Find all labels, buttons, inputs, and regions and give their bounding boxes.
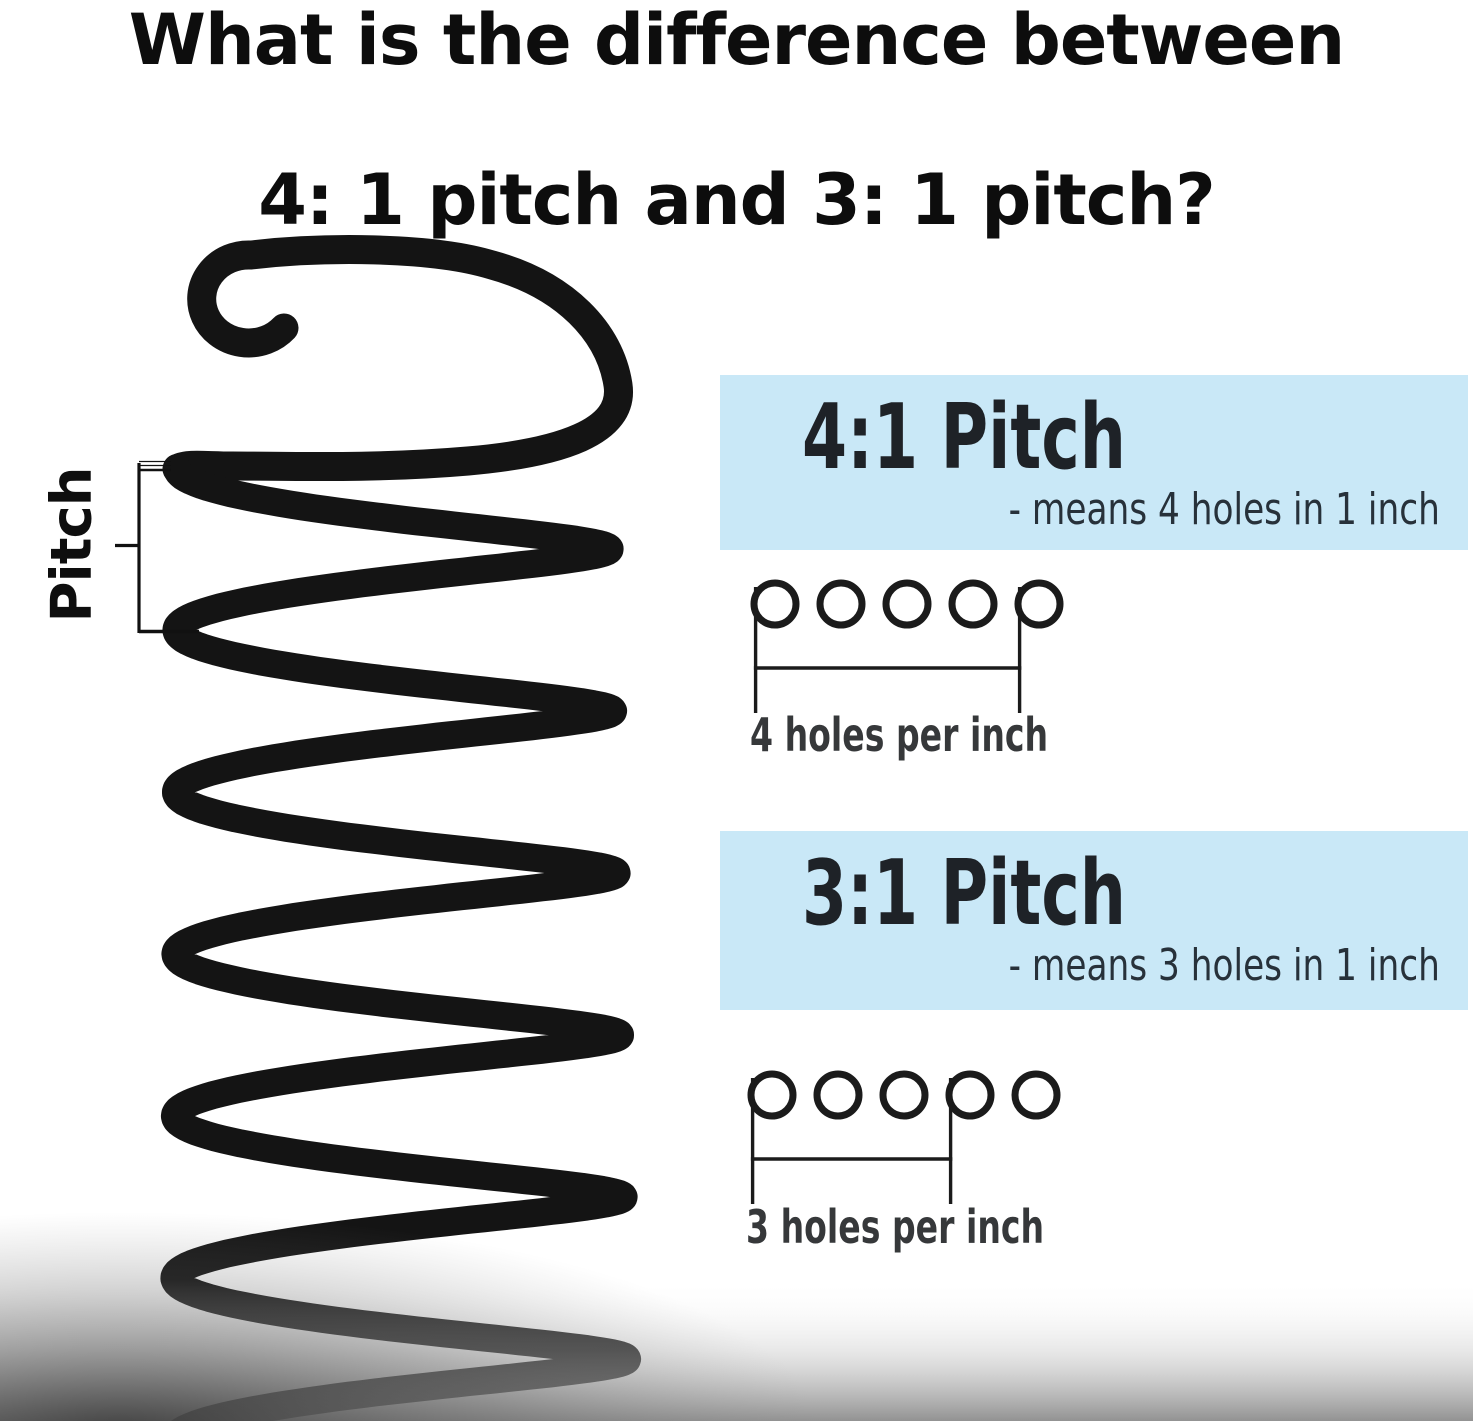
hole-circle <box>813 1070 863 1120</box>
hole-circle <box>750 579 800 629</box>
hole-circle <box>945 1070 995 1120</box>
pitch-3-1-box: 3:1 Pitch - means 3 holes in 1 inch <box>720 831 1468 1010</box>
pitch-3-1-heading: 3:1 Pitch <box>802 841 1126 946</box>
hole-circle <box>747 1070 797 1120</box>
hole-diagram-3-per-inch: 3 holes per inch <box>746 1070 1061 1255</box>
title-line1: What is the difference between <box>128 0 1345 81</box>
coil-end-hook <box>162 235 633 484</box>
pitch-bracket <box>115 460 199 634</box>
page-title: What is the difference between 4: 1 pitc… <box>0 0 1473 240</box>
hole-circle <box>879 1070 929 1120</box>
hole-circle <box>1011 1070 1061 1120</box>
hole-circle <box>1014 579 1064 629</box>
pitch-4-1-box: 4:1 Pitch - means 4 holes in 1 inch <box>720 375 1468 550</box>
pitch-4-1-subheading: - means 4 holes in 1 inch <box>1008 484 1440 535</box>
photo-corner-shadow <box>0 1212 819 1421</box>
pitch-4-1-heading: 4:1 Pitch <box>802 385 1126 490</box>
spiral-coil-image <box>0 235 1473 1421</box>
holes-per-inch-label: 3 holes per inch <box>746 1202 1044 1255</box>
hole-diagram-4-per-inch: 4 holes per inch <box>750 579 1064 763</box>
hole-circle <box>882 579 932 629</box>
title-line2: 4: 1 pitch and 3: 1 pitch? <box>258 159 1216 241</box>
holes-per-inch-label: 4 holes per inch <box>750 710 1048 763</box>
pitch-label: Pitch <box>39 467 105 623</box>
hole-circle <box>816 579 866 629</box>
hole-circle <box>948 579 998 629</box>
hole-diagrams: 4 holes per inch 3 holes per inch <box>746 579 1064 1255</box>
pitch-3-1-subheading: - means 3 holes in 1 inch <box>1008 940 1440 991</box>
